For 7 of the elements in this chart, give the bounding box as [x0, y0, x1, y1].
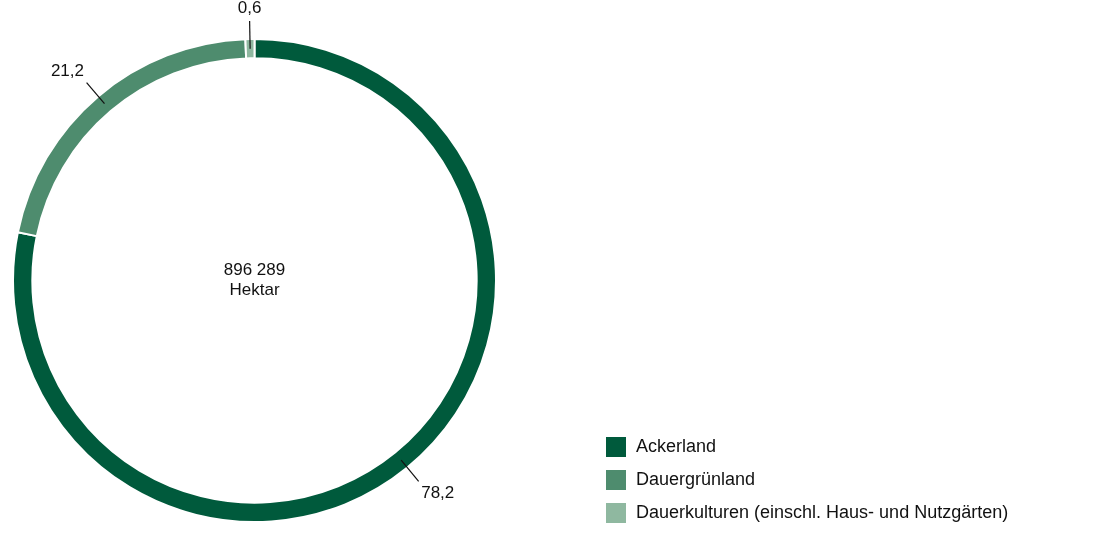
text: 896 289 Hektar: [223, 260, 286, 300]
data-label: 78,2: [421, 482, 455, 502]
data-label: 21,2: [50, 60, 84, 80]
legend-label: Ackerland: [636, 436, 717, 457]
legend-label: Dauergrünland: [636, 469, 756, 490]
legend-label: Dauerkulturen (einschl. Haus- und Nutzgärten): [636, 502, 1009, 523]
data-label: 0,6: [237, 0, 262, 18]
